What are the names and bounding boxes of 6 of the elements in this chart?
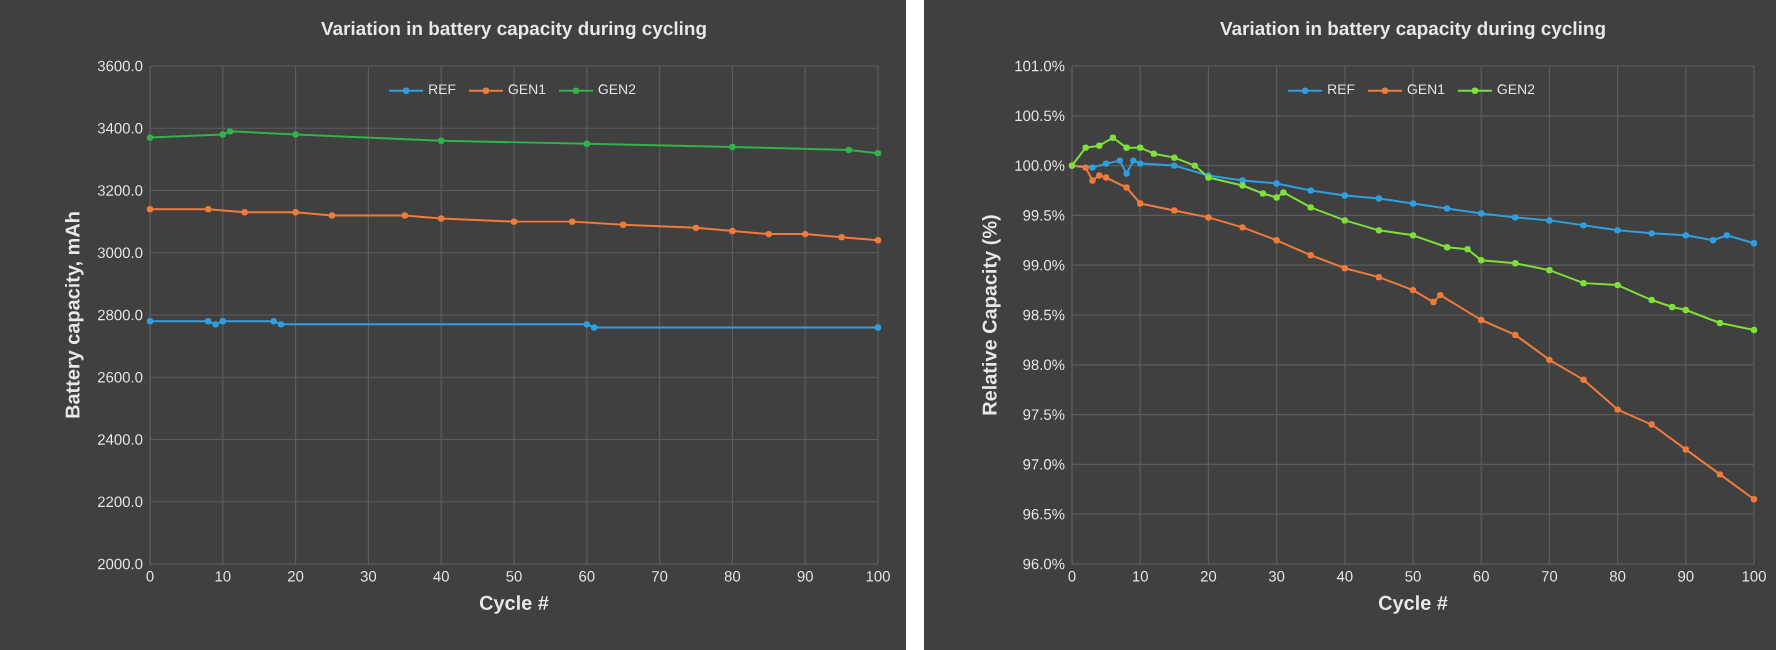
chart-title: Variation in battery capacity during cycling	[1220, 21, 1605, 39]
chart-title: Variation in battery capacity during cycling	[321, 21, 706, 39]
x-axis-title: Cycle #	[1378, 595, 1448, 614]
y-axis-title: Battery capacity, mAh	[65, 212, 84, 418]
y-axis-title: Relative Capacity (%)	[982, 215, 1001, 415]
x-axis-title: Cycle #	[479, 595, 549, 614]
